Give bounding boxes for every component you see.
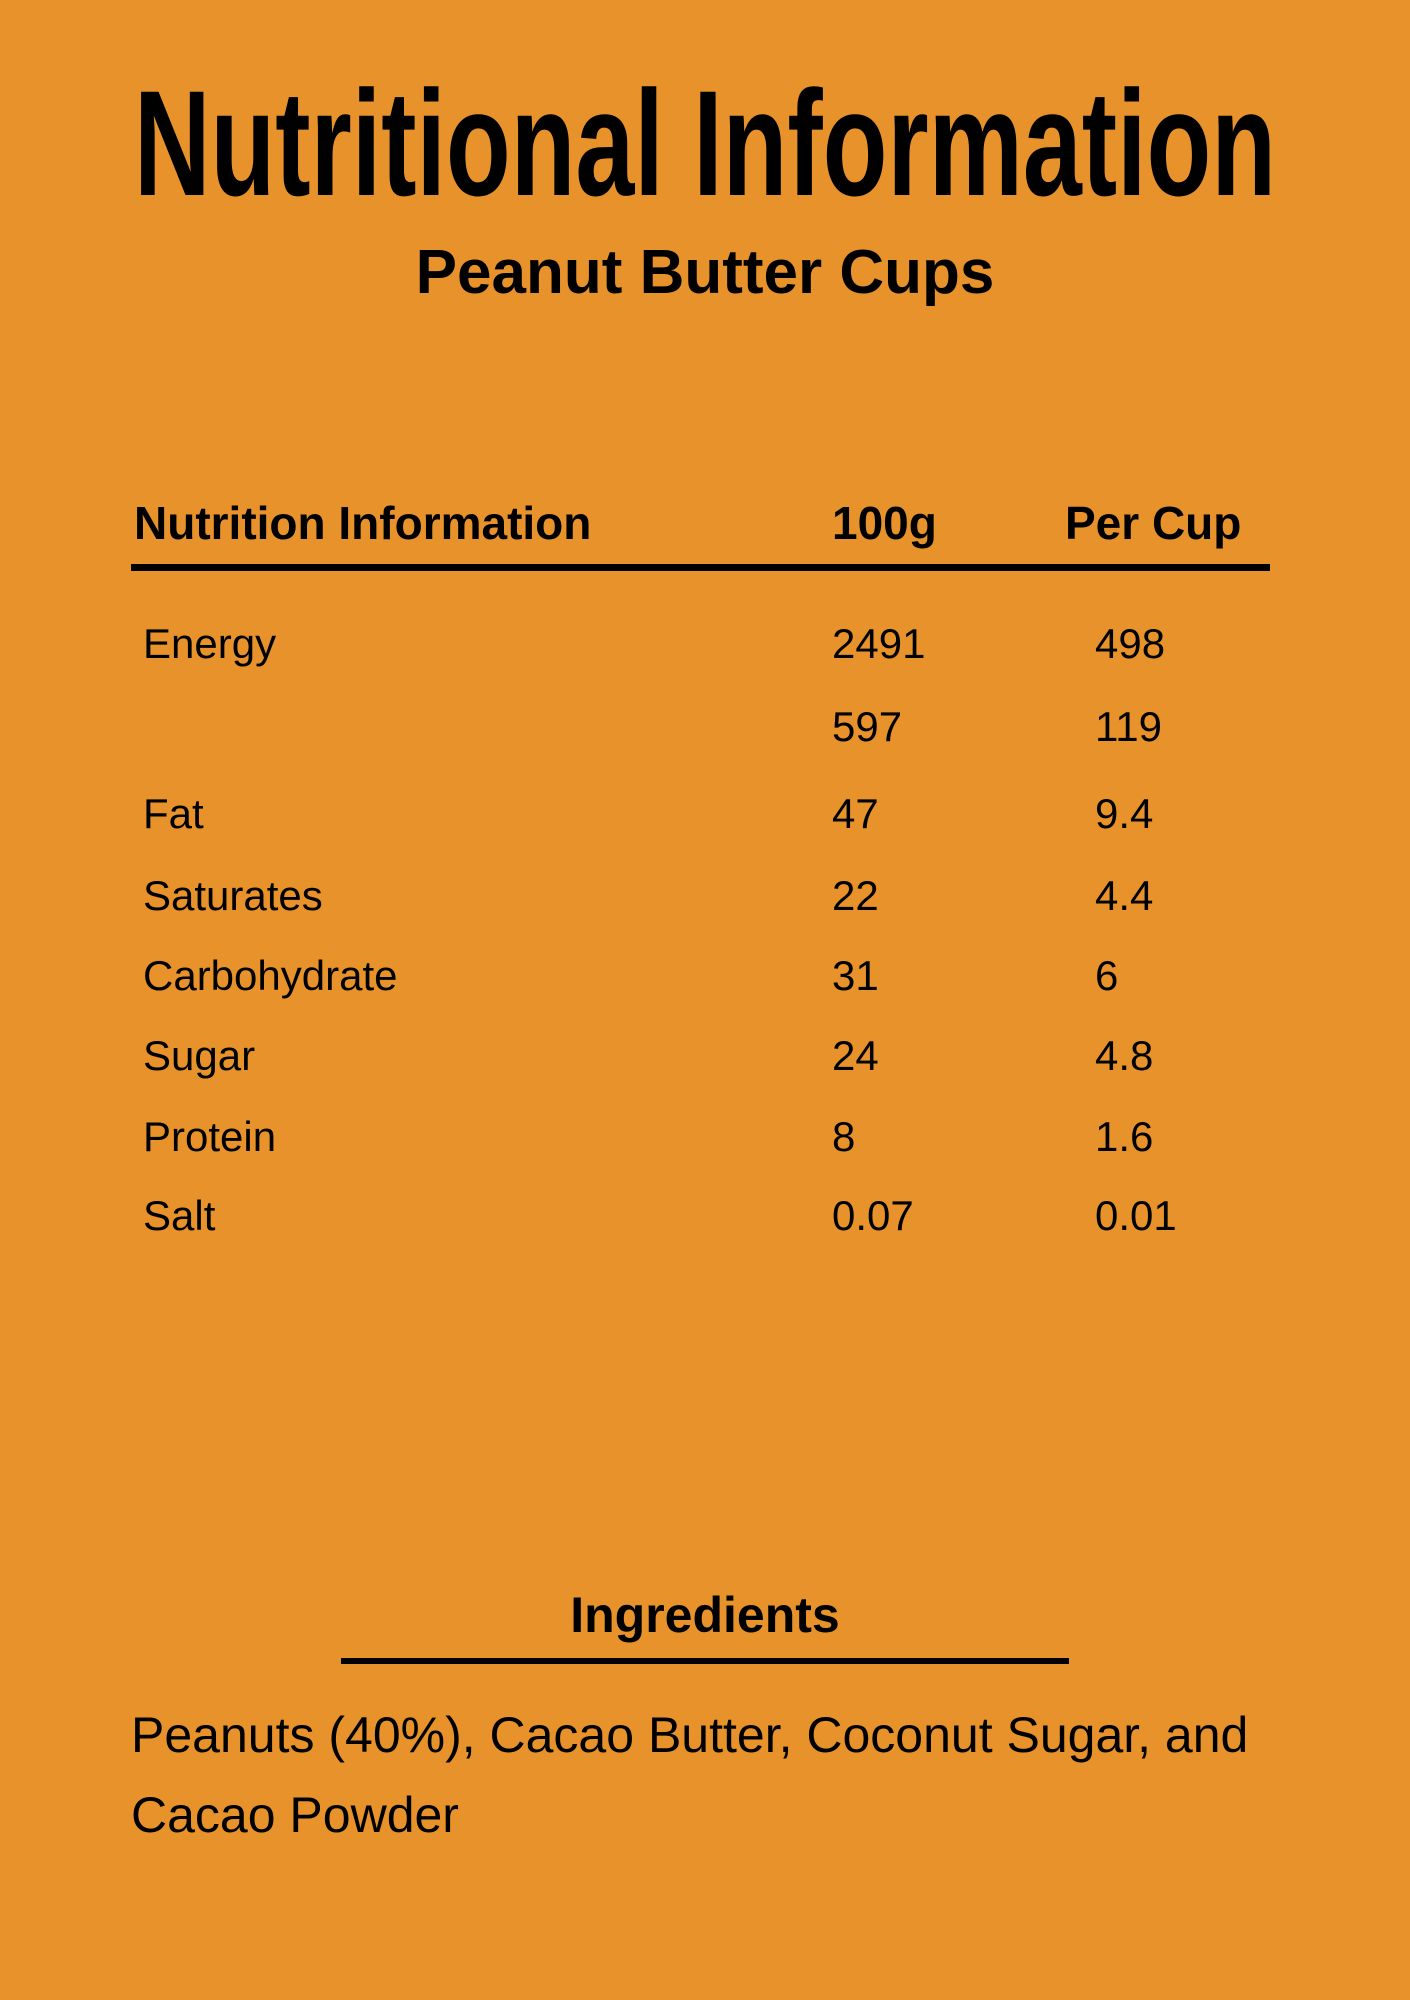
page-title: Nutritional Information (134, 70, 1276, 220)
ingredients-divider (341, 1658, 1069, 1664)
value-per-cup: 498 (1095, 620, 1166, 667)
nutrient-label: Sugar (143, 1032, 256, 1079)
value-per-cup: 6 (1095, 952, 1119, 999)
value-100g: 8 (832, 1113, 856, 1160)
value-per-cup: 4.4 (1095, 872, 1154, 919)
header-nutrient: Nutrition Information (134, 497, 592, 549)
page-title-graphic: Nutritional Information (134, 70, 1276, 220)
table-row: Fat 47 9.4 (0, 784, 1410, 844)
value-per-cup: 0.01 (1095, 1192, 1177, 1239)
page-title-text: Nutritional Information (134, 70, 1276, 220)
value-100g: 0.07 (832, 1192, 914, 1239)
value-100g: 31 (832, 952, 879, 999)
nutrient-label: Carbohydrate (143, 952, 398, 999)
value-per-cup: 9.4 (1095, 790, 1154, 837)
nutrient-label: Salt (143, 1192, 216, 1239)
table-row: Energy 2491 498 (0, 614, 1410, 674)
value-100g: 2491 (832, 620, 926, 667)
table-row: Carbohydrate 31 6 (0, 946, 1410, 1006)
value-100g: 597 (832, 703, 903, 750)
table-row: 597 119 (0, 697, 1410, 757)
value-100g: 24 (832, 1032, 879, 1079)
nutrient-label: Energy (143, 620, 277, 667)
table-row: Salt 0.07 0.01 (0, 1186, 1410, 1246)
table-row: Protein 8 1.6 (0, 1107, 1410, 1167)
value-per-cup: 119 (1095, 703, 1162, 750)
value-100g: 22 (832, 872, 879, 919)
value-per-cup: 1.6 (1095, 1113, 1154, 1160)
value-per-cup: 4.8 (1095, 1032, 1154, 1079)
ingredients-text: Peanuts (40%), Cacao Butter, Coconut Sug… (131, 1707, 1249, 1843)
product-name: Peanut Butter Cups (415, 238, 995, 307)
header-per-cup: Per Cup (1065, 497, 1242, 549)
value-100g: 47 (832, 790, 879, 837)
nutrient-label: Fat (143, 790, 204, 837)
table-row: Saturates 22 4.4 (0, 866, 1410, 926)
table-row: Sugar 24 4.8 (0, 1026, 1410, 1086)
nutrient-label: Protein (143, 1113, 277, 1160)
nutrient-label: Saturates (143, 872, 323, 919)
table-divider (131, 564, 1270, 571)
header-100g: 100g (832, 497, 937, 549)
ingredients-heading: Ingredients (570, 1587, 840, 1643)
